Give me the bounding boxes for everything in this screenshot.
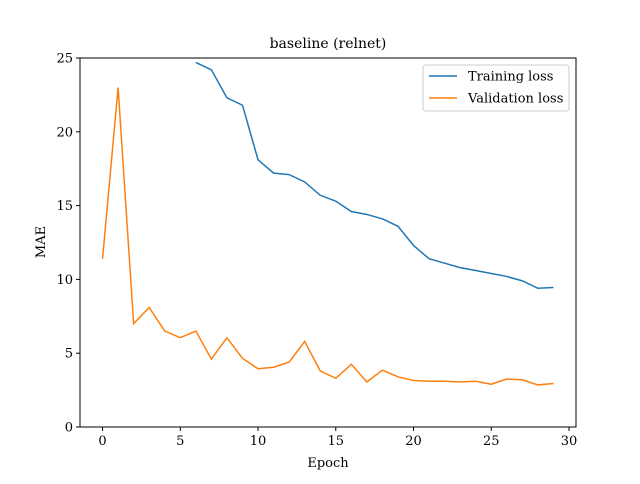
y-tick-label: 15: [56, 199, 73, 214]
plot-area: [101, 61, 554, 386]
x-tick-label: 15: [328, 434, 345, 449]
series-line: [101, 87, 554, 386]
x-tick-label: 30: [561, 434, 578, 449]
y-tick-label: 10: [56, 273, 73, 288]
x-tick-label: 10: [250, 434, 267, 449]
legend: Training loss Validation loss: [422, 64, 570, 112]
legend-label: Training loss: [468, 70, 553, 85]
legend-box: [422, 64, 570, 112]
x-tick-label: 5: [176, 434, 184, 449]
legend-label: Validation loss: [467, 92, 563, 107]
x-tick-label: 20: [405, 434, 422, 449]
chart-title: baseline (relnet): [270, 36, 387, 52]
y-tick-label: 0: [65, 421, 73, 436]
y-tick-label: 25: [56, 52, 73, 67]
y-tick-label: 5: [65, 347, 73, 362]
x-tick-label: 25: [483, 434, 500, 449]
series-line: [195, 61, 554, 290]
x-tick-label: 0: [98, 434, 106, 449]
y-axis-label: MAE: [34, 226, 49, 258]
axes-frame: [79, 57, 577, 428]
x-axis-label: Epoch: [307, 456, 349, 471]
y-tick-label: 20: [56, 125, 73, 140]
